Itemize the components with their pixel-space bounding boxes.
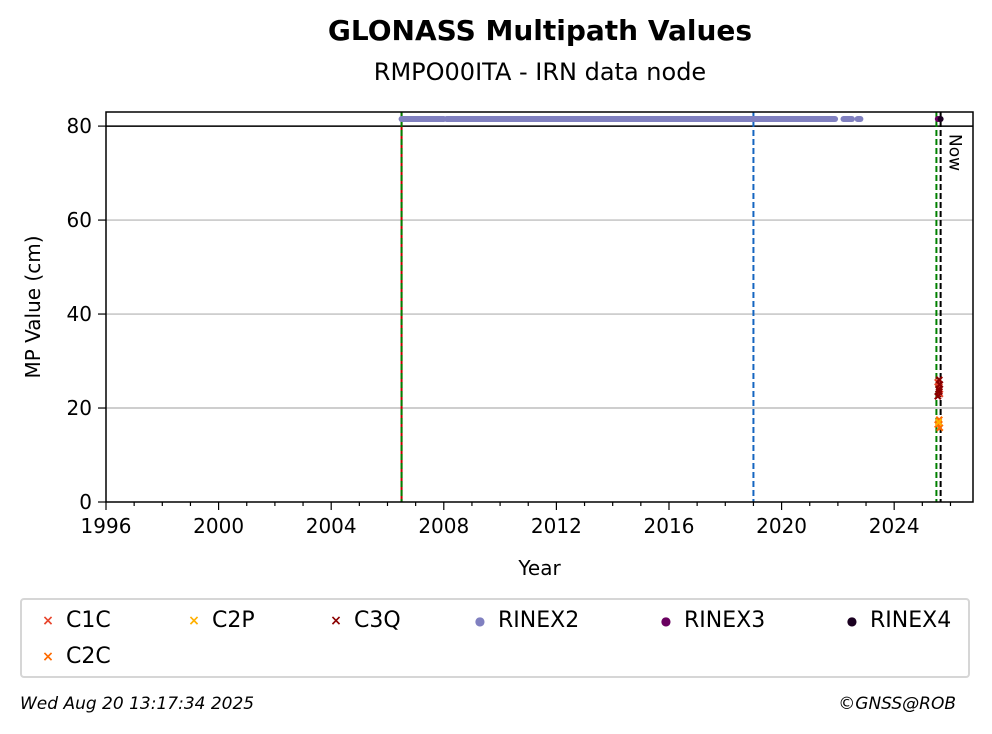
now-label: Now [945, 134, 965, 171]
legend-marker-c3q: × [330, 612, 342, 629]
x-tick-label-2000: 2000 [193, 514, 244, 538]
series-c3q-point-4 [935, 387, 943, 396]
chart-subtitle: RMPO00ITA - IRN data node [373, 58, 707, 86]
x-tick-label-2008: 2008 [418, 514, 469, 538]
x-tick-label-2020: 2020 [756, 514, 807, 538]
legend-marker-c2p: × [188, 612, 200, 629]
footer-credit: ©GNSS@ROB [838, 694, 956, 714]
series-c3q-point-0 [934, 392, 942, 401]
legend-item-c2p: × C2P [182, 608, 255, 633]
y-tick-label-80: 80 [67, 114, 92, 138]
series-c2c-point-2 [936, 423, 944, 432]
legend-marker-c1c: × [42, 612, 54, 629]
x-tick-label-2024: 2024 [869, 514, 920, 538]
chart-title: GLONASS Multipath Values [327, 14, 753, 47]
x-tick-label-2016: 2016 [644, 514, 695, 538]
legend-label-c1c: C1C [66, 608, 111, 633]
legend-label-rinex3: RINEX3 [684, 608, 766, 633]
legend-item-rinex3: ● RINEX3 [654, 608, 765, 633]
legend-label-rinex2: RINEX2 [498, 608, 580, 633]
legend-item-c1c: × C1C [36, 608, 111, 633]
legend-label-rinex4: RINEX4 [870, 608, 952, 633]
legend-item-rinex2: ● RINEX2 [468, 608, 579, 633]
x-tick-label-1996: 1996 [81, 514, 132, 538]
legend-item-rinex4: ● RINEX4 [840, 608, 951, 633]
legend: × C1C × C2P × C3Q ● RINEX2 ● RINEX3 ● RI… [20, 598, 970, 678]
y-tick-label-20: 20 [67, 396, 92, 420]
legend-marker-rinex3: ● [660, 613, 672, 628]
legend-item-c2c: × C2C [36, 644, 111, 669]
legend-marker-rinex2: ● [474, 613, 486, 628]
legend-marker-rinex4: ● [846, 613, 858, 628]
series-c2p-point-0 [934, 418, 943, 426]
legend-label-c2p: C2P [212, 608, 255, 633]
x-tick-label-2012: 2012 [531, 514, 582, 538]
y-tick-label-60: 60 [67, 208, 92, 232]
legend-label-c3q: C3Q [354, 608, 401, 633]
plot-frame [105, 111, 974, 503]
y-tick-label-40: 40 [67, 302, 92, 326]
series-rinex4-point-0 [937, 116, 944, 123]
legend-marker-c2c: × [42, 648, 54, 665]
footer-timestamp: Wed Aug 20 13:17:34 2025 [20, 694, 255, 714]
series-c3q-point-3 [936, 380, 944, 389]
x-tick-label-2004: 2004 [306, 514, 357, 538]
y-tick-label-0: 0 [79, 490, 92, 514]
scatter-chart: Now 1996 2000 2004 2008 2012 2016 2020 2024 0 20 40… [21, 111, 974, 580]
x-axis-label: Year [517, 556, 561, 580]
legend-item-c3q: × C3Q [324, 608, 401, 633]
legend-label-c2c: C2C [66, 644, 111, 669]
y-axis-label: MP Value (cm) [21, 235, 45, 378]
